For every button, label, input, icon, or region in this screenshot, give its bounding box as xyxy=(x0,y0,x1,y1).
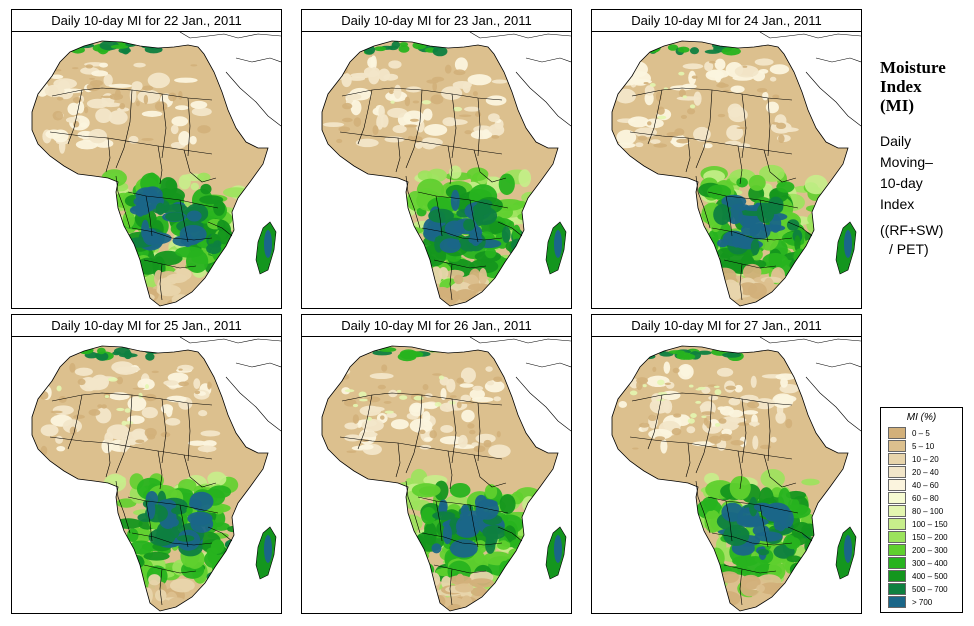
legend-item: 500 – 700 xyxy=(888,583,960,596)
legend-label: > 700 xyxy=(912,598,933,607)
panel-title: Daily 10-day MI for 27 Jan., 2011 xyxy=(591,314,862,337)
legend-item: 40 – 60 xyxy=(888,479,960,492)
coastline xyxy=(321,345,559,612)
legend-swatch xyxy=(888,544,906,556)
africa-map-svg xyxy=(321,32,571,307)
index-formula: ((RF+SW) / PET) xyxy=(880,221,970,259)
legend-swatch xyxy=(888,505,906,517)
legend-item: 20 – 40 xyxy=(888,466,960,479)
country-borders xyxy=(629,32,861,301)
legend-label: 40 – 60 xyxy=(912,481,939,490)
africa-map xyxy=(301,336,572,614)
legend-swatch xyxy=(888,518,906,530)
legend-label: 400 – 500 xyxy=(912,572,948,581)
map-panel: Daily 10-day MI for 27 Jan., 2011 xyxy=(591,314,862,614)
legend-label: 100 – 150 xyxy=(912,520,948,529)
map-panel: Daily 10-day MI for 24 Jan., 2011 xyxy=(591,9,862,309)
africa-map xyxy=(11,31,282,309)
africa-map-svg xyxy=(611,32,861,307)
legend-label: 500 – 700 xyxy=(912,585,948,594)
legend-label: 80 – 100 xyxy=(912,507,944,516)
description-line: Moving– xyxy=(880,154,933,170)
africa-map xyxy=(301,31,572,309)
panel-title: Daily 10-day MI for 23 Jan., 2011 xyxy=(301,9,572,32)
legend-item: 0 – 5 xyxy=(888,427,960,440)
map-panel: Daily 10-day MI for 26 Jan., 2011 xyxy=(301,314,572,614)
legend-item: 200 – 300 xyxy=(888,544,960,557)
legend-item: 400 – 500 xyxy=(888,570,960,583)
description-line: 10-day xyxy=(880,175,923,191)
legend-item: 300 – 400 xyxy=(888,557,960,570)
legend-title: MI (%) xyxy=(906,412,937,423)
panel-title: Daily 10-day MI for 26 Jan., 2011 xyxy=(301,314,572,337)
legend-item: 100 – 150 xyxy=(888,518,960,531)
index-title-line: Index xyxy=(880,77,922,96)
legend-label: 200 – 300 xyxy=(912,546,948,555)
moisture-field xyxy=(614,41,835,306)
legend-label: 20 – 40 xyxy=(912,468,939,477)
legend-swatch xyxy=(888,570,906,582)
legend-swatch xyxy=(888,479,906,491)
coastline xyxy=(31,40,269,307)
formula-line: ((RF+SW) xyxy=(880,222,944,238)
coastline xyxy=(611,40,849,307)
panel-title: Daily 10-day MI for 22 Jan., 2011 xyxy=(11,9,282,32)
index-title: Moisture Index (MI) xyxy=(880,58,970,115)
formula-line: / PET) xyxy=(889,241,929,257)
country-borders xyxy=(49,337,281,606)
index-title-line: (MI) xyxy=(880,96,914,115)
legend-item: 150 – 200 xyxy=(888,531,960,544)
index-description: Daily Moving– 10-day Index xyxy=(880,131,970,215)
map-panel: Daily 10-day MI for 25 Jan., 2011 xyxy=(11,314,282,614)
coastline xyxy=(611,345,849,612)
africa-map-svg xyxy=(31,32,281,307)
legend-label: 5 – 10 xyxy=(912,442,935,451)
legend-swatch xyxy=(888,440,906,452)
legend-swatch xyxy=(888,583,906,595)
panel-title: Daily 10-day MI for 25 Jan., 2011 xyxy=(11,314,282,337)
legend-label: 0 – 5 xyxy=(912,429,930,438)
map-panel: Daily 10-day MI for 23 Jan., 2011 xyxy=(301,9,572,309)
country-borders xyxy=(339,32,571,301)
panel-title: Daily 10-day MI for 24 Jan., 2011 xyxy=(591,9,862,32)
country-borders xyxy=(49,32,281,301)
legend-item: 5 – 10 xyxy=(888,440,960,453)
legend-swatch xyxy=(888,492,906,504)
map-panel: Daily 10-day MI for 22 Jan., 2011 xyxy=(11,9,282,309)
africa-map-svg xyxy=(611,337,861,612)
country-borders xyxy=(629,337,861,606)
description-line: Daily xyxy=(880,133,912,149)
description-line: Index xyxy=(880,196,915,212)
coastline xyxy=(321,40,559,307)
legend-item: 80 – 100 xyxy=(888,505,960,518)
legend-label: 10 – 20 xyxy=(912,455,939,464)
moisture-field xyxy=(323,41,544,306)
legend-item: 60 – 80 xyxy=(888,492,960,505)
index-title-line: Moisture xyxy=(880,58,946,77)
legend-swatch xyxy=(888,427,906,439)
africa-map-svg xyxy=(321,337,571,612)
legend-label: 60 – 80 xyxy=(912,494,939,503)
coastline xyxy=(31,345,269,612)
africa-map xyxy=(591,336,862,614)
africa-map xyxy=(591,31,862,309)
color-legend: MI (%) 0 – 5 5 – 10 10 – 20 20 – 40 40 – 60 6… xyxy=(880,407,963,613)
africa-map xyxy=(11,336,282,614)
legend-item: 10 – 20 xyxy=(888,453,960,466)
legend-item: > 700 xyxy=(888,596,960,609)
legend-label: 300 – 400 xyxy=(912,559,948,568)
country-borders xyxy=(339,337,571,606)
legend-swatch xyxy=(888,557,906,569)
legend-swatch xyxy=(888,596,906,608)
legend-swatch xyxy=(888,531,906,543)
legend-label: 150 – 200 xyxy=(912,533,948,542)
legend-swatch xyxy=(888,466,906,478)
africa-map-svg xyxy=(31,337,281,612)
legend-swatch xyxy=(888,453,906,465)
